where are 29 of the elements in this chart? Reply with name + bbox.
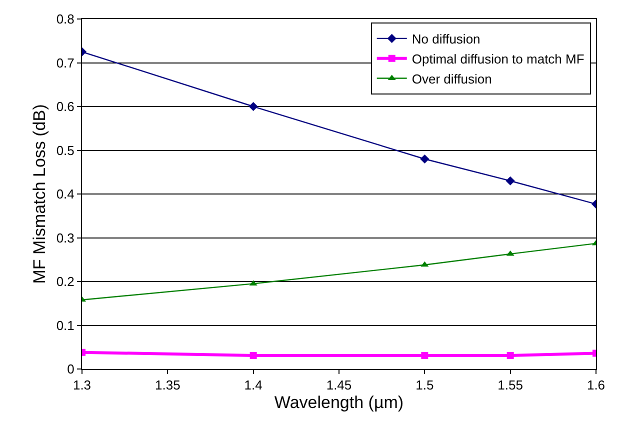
y-tick-label: 0.8 bbox=[56, 12, 74, 27]
point bbox=[420, 154, 430, 164]
x-tick-label: 1.3 bbox=[72, 378, 92, 393]
point bbox=[506, 250, 514, 256]
y-tick-label: 0.1 bbox=[56, 318, 74, 333]
point bbox=[250, 352, 257, 359]
y-tick-label: 0.3 bbox=[56, 230, 74, 246]
point bbox=[506, 176, 515, 186]
legend-label: No diffusion bbox=[412, 32, 480, 47]
point bbox=[420, 261, 429, 267]
point bbox=[248, 102, 258, 112]
x-tick-label: 1.45 bbox=[326, 378, 352, 393]
y-tick-label: 0 bbox=[67, 362, 74, 377]
x-tick-label: 1.35 bbox=[155, 378, 180, 393]
x-tick-label: 1.55 bbox=[498, 378, 523, 393]
y-tick-label: 0.6 bbox=[56, 99, 74, 114]
y-tick-label: 0.5 bbox=[56, 142, 74, 158]
legend-label: Over diffusion bbox=[412, 71, 492, 86]
legend-label: Optimal diffusion to match MF bbox=[412, 51, 584, 66]
y-tick-label: 0.2 bbox=[56, 274, 74, 290]
x-tick-label: 1.4 bbox=[244, 378, 262, 393]
y-tick-label: 0.7 bbox=[56, 55, 74, 70]
point bbox=[421, 352, 428, 359]
point bbox=[506, 352, 514, 359]
x-tick-label: 1.6 bbox=[586, 378, 606, 393]
x-tick-label: 1.5 bbox=[416, 378, 434, 393]
x-axis-title: Wavelength (µm) bbox=[274, 393, 404, 412]
y-axis-title: MF Mismatch Loss (dB) bbox=[30, 104, 49, 284]
y-tick-label: 0.4 bbox=[56, 186, 74, 202]
